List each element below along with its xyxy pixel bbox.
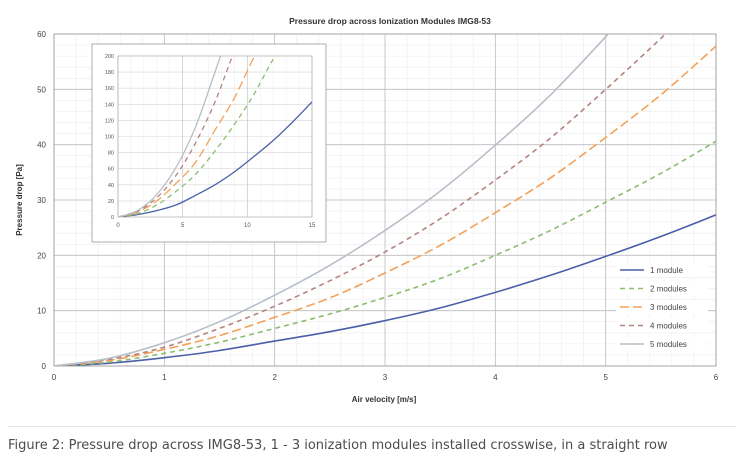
inset-y-tick-label: 60 [108, 167, 114, 173]
main-series [54, 34, 716, 366]
inset-y-tick-label: 160 [105, 86, 114, 92]
series-line-5 [54, 34, 610, 366]
legend-label-3: 3 modules [650, 303, 687, 312]
legend-label-5: 5 modules [650, 340, 687, 349]
x-tick-label: 2 [272, 373, 277, 382]
x-tick-label: 3 [383, 373, 388, 382]
inset-frame [91, 43, 327, 243]
x-tick-label: 0 [52, 373, 57, 382]
series-line-4 [54, 34, 667, 366]
x-tick-label: 6 [714, 373, 719, 382]
series-line-3 [54, 45, 716, 366]
inset-chart: 0 20 40 60 80 100 120 140 160 180 200 0 5 10 15 [91, 43, 327, 243]
legend-label-1: 1 module [650, 266, 683, 275]
inset-y-tick-label: 120 [105, 118, 114, 124]
inset-series-line-5 [118, 56, 222, 217]
inset-y-tick-label: 20 [108, 199, 114, 205]
inset-plot-border [117, 55, 313, 218]
y-tick-label: 30 [37, 196, 46, 205]
legend-label-2: 2 modules [650, 285, 687, 294]
inset-x-tick-label: 15 [309, 223, 316, 229]
series-line-1 [54, 214, 716, 366]
legend-entry-bg [616, 300, 708, 314]
legend-entry-bg [616, 281, 708, 296]
y-tick-label: 0 [42, 362, 47, 371]
legend-entry-bg [616, 337, 708, 351]
legend: 1 module 2 modules 3 modules 4 modules 5 mod… [616, 263, 708, 351]
inset-y-tick-label: 80 [108, 151, 114, 157]
y-tick-label: 60 [37, 30, 46, 39]
x-tick-label: 5 [603, 373, 608, 382]
inset-y-tick-label: 140 [105, 102, 114, 108]
legend-label-4: 4 modules [650, 322, 687, 331]
inset-series-line-3 [118, 56, 256, 217]
series-line-2 [54, 140, 716, 366]
x-tick-label: 4 [493, 373, 498, 382]
inset-series-line-4 [118, 56, 234, 217]
y-tick-label: 10 [37, 307, 46, 316]
inset-y-tick-label: 200 [105, 54, 114, 60]
y-axis-label: Pressure drop [Pa] [15, 164, 24, 236]
inset-series-line-2 [118, 56, 277, 217]
x-axis-label: Air velocity [m/s] [352, 395, 417, 404]
inset-x-tick-label: 5 [181, 223, 185, 229]
inset-x-tick-label: 10 [244, 223, 251, 229]
y-tick-label: 50 [37, 85, 46, 94]
inset-y-tick-label: 180 [105, 70, 114, 76]
y-tick-label: 40 [37, 141, 46, 150]
inset-y-tick-label: 100 [105, 135, 114, 141]
legend-entry-bg [616, 263, 708, 277]
x-tick-label: 1 [162, 373, 167, 382]
y-tick-label: 20 [37, 251, 46, 260]
inset-y-tick-label: 0 [111, 215, 114, 221]
inset-y-tick-label: 40 [108, 183, 114, 189]
legend-entry-bg [616, 318, 708, 333]
inset-x-tick-label: 0 [116, 223, 120, 229]
caption-divider [8, 426, 736, 427]
plot-border [53, 33, 717, 367]
figure-caption: Figure 2: Pressure drop across IMG8-53, … [8, 438, 668, 453]
inset-series-line-1 [118, 101, 312, 217]
chart-title: Pressure drop across Ionization Modules … [289, 16, 491, 26]
